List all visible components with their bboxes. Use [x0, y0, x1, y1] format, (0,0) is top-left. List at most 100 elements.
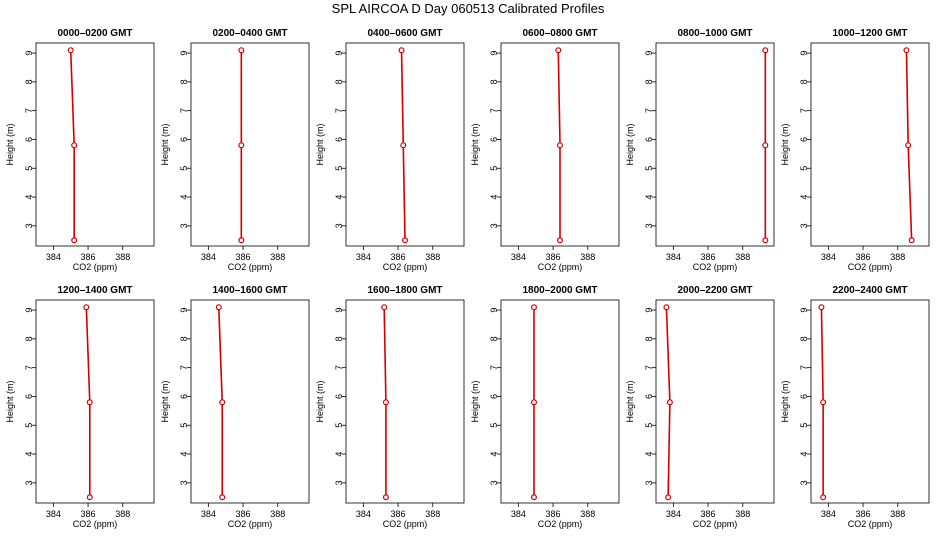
y-tick-label: 5	[489, 166, 499, 171]
y-tick-label: 8	[24, 79, 34, 84]
profile-point	[908, 237, 915, 244]
plot-frame	[655, 42, 775, 247]
plot-frame	[190, 299, 310, 504]
x-tick-label: 384	[511, 509, 526, 519]
profile-point	[219, 399, 226, 406]
y-tick-label: 7	[179, 108, 189, 113]
panel-7: 1400–1600 GMT 384 386 388 3 4 5 6 7 8 9 CO2 (ppm) He…	[160, 285, 310, 529]
y-tick-label: 4	[334, 452, 344, 457]
profile-point	[818, 304, 825, 311]
y-tick-label: 4	[799, 452, 809, 457]
profile-point	[398, 47, 405, 54]
y-axis-label: Height (m)	[315, 380, 325, 422]
panel-title: 2200–2400 GMT	[832, 285, 907, 296]
y-axis-label: Height (m)	[780, 380, 790, 422]
profile-point	[71, 142, 78, 149]
x-tick-label: 384	[356, 509, 371, 519]
y-tick-label: 4	[799, 195, 809, 200]
x-axis-label: CO2 (ppm)	[73, 262, 118, 272]
plot-frame	[810, 299, 930, 504]
profile-point	[86, 399, 93, 406]
plot-frame	[345, 299, 465, 504]
x-tick-label: 386	[81, 252, 96, 262]
y-tick-label: 5	[334, 166, 344, 171]
profile-point	[215, 304, 222, 311]
profile-point	[219, 494, 226, 501]
x-tick-label: 386	[236, 252, 251, 262]
y-axis-label: Height (m)	[5, 123, 15, 165]
y-tick-label: 4	[179, 452, 189, 457]
profile-point	[762, 47, 769, 54]
panel-10: 2000–2200 GMT 384 386 388 3 4 5 6 7 8 9 CO2 (ppm) He…	[625, 285, 775, 529]
profile-point	[556, 237, 563, 244]
profile-point	[530, 494, 537, 501]
panel-6: 1200–1400 GMT 384 386 388 3 4 5 6 7 8 9 CO2 (ppm) He…	[5, 285, 155, 529]
x-tick-label: 386	[391, 252, 406, 262]
y-tick-label: 5	[489, 423, 499, 428]
profile-point	[83, 304, 90, 311]
x-axis-label: CO2 (ppm)	[228, 262, 273, 272]
panel-title: 2000–2200 GMT	[677, 285, 752, 296]
y-tick-label: 3	[644, 480, 654, 485]
y-tick-label: 7	[644, 108, 654, 113]
y-tick-label: 6	[24, 394, 34, 399]
x-tick-label: 386	[391, 509, 406, 519]
x-tick-label: 386	[546, 509, 561, 519]
y-tick-label: 9	[489, 51, 499, 56]
y-tick-label: 8	[644, 336, 654, 341]
x-tick-label: 388	[425, 509, 440, 519]
x-tick-label: 388	[270, 252, 285, 262]
y-tick-label: 4	[179, 195, 189, 200]
panel-5: 1000–1200 GMT 384 386 388 3 4 5 6 7 8 9 CO2 (ppm) He…	[780, 28, 930, 272]
y-tick-label: 6	[334, 137, 344, 142]
y-tick-label: 5	[644, 166, 654, 171]
y-tick-label: 7	[644, 365, 654, 370]
y-tick-label: 3	[179, 223, 189, 228]
y-tick-label: 6	[179, 394, 189, 399]
plot-frame	[655, 299, 775, 504]
y-tick-label: 6	[24, 137, 34, 142]
y-tick-label: 7	[334, 365, 344, 370]
y-tick-label: 8	[179, 336, 189, 341]
profile-point	[762, 142, 769, 149]
x-tick-label: 384	[201, 509, 216, 519]
panel-title: 0800–1000 GMT	[677, 28, 752, 39]
y-tick-label: 6	[799, 137, 809, 142]
profile-point	[666, 399, 673, 406]
y-axis-label: Height (m)	[625, 380, 635, 422]
y-tick-label: 4	[644, 195, 654, 200]
y-tick-label: 6	[334, 394, 344, 399]
y-tick-label: 7	[179, 365, 189, 370]
y-tick-label: 4	[644, 452, 654, 457]
y-tick-label: 7	[489, 108, 499, 113]
panel-9: 1800–2000 GMT 384 386 388 3 4 5 6 7 8 9 CO2 (ppm) He…	[470, 285, 620, 529]
y-tick-label: 6	[644, 137, 654, 142]
y-tick-label: 3	[24, 480, 34, 485]
y-axis-label: Height (m)	[5, 380, 15, 422]
panel-title: 0400–0600 GMT	[367, 28, 442, 39]
y-tick-label: 4	[24, 195, 34, 200]
profile-point	[820, 494, 827, 501]
y-tick-label: 5	[799, 166, 809, 171]
y-tick-label: 3	[334, 223, 344, 228]
profile-point	[86, 494, 93, 501]
y-tick-label: 8	[334, 336, 344, 341]
x-tick-label: 386	[701, 252, 716, 262]
profile-point	[402, 237, 409, 244]
y-tick-label: 3	[179, 480, 189, 485]
profile-point	[400, 142, 407, 149]
plot-frame	[345, 42, 465, 247]
plot-frame	[190, 42, 310, 247]
figure-title: SPL AIRCOA D Day 060513 Calibrated Profi…	[331, 1, 605, 16]
x-tick-label: 386	[236, 509, 251, 519]
y-tick-label: 3	[799, 480, 809, 485]
x-tick-label: 388	[270, 509, 285, 519]
profile-point	[238, 142, 245, 149]
y-tick-label: 8	[799, 79, 809, 84]
profile-point	[382, 399, 389, 406]
plot-frame	[500, 42, 620, 247]
x-tick-label: 388	[735, 252, 750, 262]
x-tick-label: 388	[425, 252, 440, 262]
y-tick-label: 9	[179, 51, 189, 56]
x-tick-label: 388	[890, 509, 905, 519]
